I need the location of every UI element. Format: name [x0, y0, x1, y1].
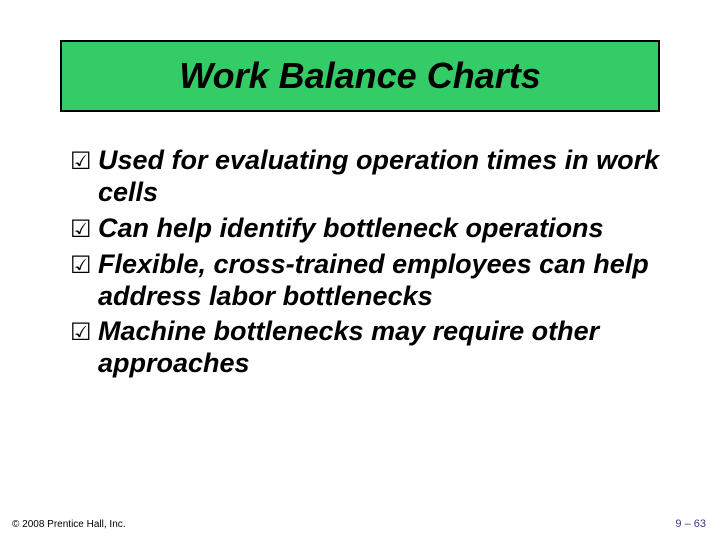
list-item-text: Machine bottlenecks may require other ap… — [98, 316, 660, 380]
title-box: Work Balance Charts — [60, 40, 660, 112]
bullet-list: ☑ Used for evaluating operation times in… — [70, 145, 660, 384]
slide: Work Balance Charts ☑ Used for evaluatin… — [0, 0, 720, 540]
list-item: ☑ Machine bottlenecks may require other … — [70, 316, 660, 380]
list-item-text: Flexible, cross-trained employees can he… — [98, 249, 660, 313]
list-item-text: Can help identify bottleneck operations — [98, 213, 604, 245]
list-item: ☑ Flexible, cross-trained employees can … — [70, 249, 660, 313]
copyright-text: © 2008 Prentice Hall, Inc. — [12, 519, 126, 530]
checkbox-icon: ☑ — [70, 249, 98, 281]
checkbox-icon: ☑ — [70, 316, 98, 348]
list-item-text: Used for evaluating operation times in w… — [98, 145, 660, 209]
checkbox-icon: ☑ — [70, 145, 98, 177]
checkbox-icon: ☑ — [70, 213, 98, 245]
page-number: 9 – 63 — [675, 518, 706, 530]
slide-title: Work Balance Charts — [179, 55, 540, 96]
list-item: ☑ Can help identify bottleneck operation… — [70, 213, 660, 245]
list-item: ☑ Used for evaluating operation times in… — [70, 145, 660, 209]
